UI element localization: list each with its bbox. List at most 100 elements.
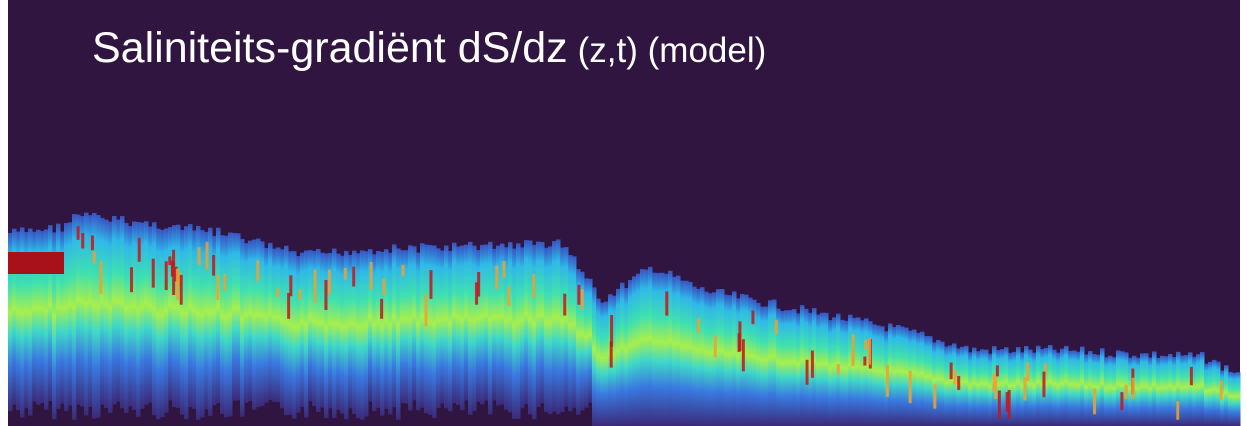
heatmap-column (736, 298, 741, 426)
heatmap-streak (806, 360, 809, 385)
heatmap-streak (697, 318, 700, 333)
heatmap-column (128, 226, 133, 406)
title-main: Saliniteits-gradiënt dS/dz (92, 24, 568, 72)
heatmap-column (300, 253, 305, 408)
heatmap-column (160, 230, 165, 417)
heatmap-streak (1132, 378, 1135, 399)
heatmap-column (864, 318, 869, 426)
heatmap-streak (1120, 392, 1123, 410)
heatmap-column (960, 347, 965, 426)
heatmap-streak (289, 275, 292, 296)
heatmap-column (936, 340, 941, 426)
heatmap-column (392, 244, 397, 407)
heatmap-column (176, 225, 181, 408)
heatmap-column (232, 233, 237, 401)
heatmap-streak (180, 275, 183, 305)
heatmap-column (184, 226, 189, 419)
heatmap-streak (324, 280, 327, 310)
heatmap-column (180, 230, 185, 415)
heatmap-streak (223, 274, 226, 291)
heatmap-column (680, 281, 685, 426)
heatmap-column (976, 351, 981, 426)
heatmap-streak (276, 289, 279, 298)
heatmap-column (284, 246, 289, 415)
heatmap-streak (665, 292, 668, 316)
heatmap-streak (495, 266, 498, 289)
heatmap-column (1184, 355, 1189, 426)
heatmap-column (68, 222, 73, 405)
heatmap-column (296, 256, 301, 413)
heatmap-column (380, 252, 385, 416)
heatmap-streak (352, 267, 355, 287)
heatmap-column (660, 273, 665, 426)
heatmap-column (728, 295, 733, 426)
heatmap-column (228, 232, 233, 416)
heatmap-column (900, 326, 905, 426)
heatmap-column (856, 317, 861, 426)
heatmap-column (536, 242, 541, 407)
heatmap-column (848, 315, 853, 426)
heatmap-streak (996, 365, 999, 376)
heatmap-column (972, 348, 977, 426)
heatmap-column (96, 215, 101, 418)
heatmap-column (624, 288, 629, 426)
heatmap-column (1036, 346, 1041, 426)
heatmap-streak (298, 289, 301, 300)
heatmap-column (684, 281, 689, 426)
heatmap-column (544, 248, 549, 413)
heatmap-streak (429, 270, 432, 299)
heatmap-column (852, 318, 857, 426)
heatmap-column (952, 343, 957, 426)
heatmap-column (472, 246, 477, 411)
title: Saliniteits-gradiënt dS/dz(z,t) (model) (92, 24, 766, 72)
heatmap-streak (198, 247, 201, 265)
heatmap-streak (344, 268, 347, 280)
heatmap-column (944, 346, 949, 426)
heatmap-column (1204, 364, 1209, 426)
heatmap-column (980, 349, 985, 426)
heatmap-column (520, 247, 525, 408)
heatmap-column (948, 345, 953, 426)
heatmap-streak (287, 293, 290, 319)
heatmap-streak (994, 377, 997, 399)
heatmap-column (144, 221, 149, 405)
heatmap-column (768, 300, 773, 426)
heatmap-column (440, 251, 445, 404)
heatmap-column (1168, 354, 1173, 426)
heatmap-streak (742, 339, 745, 371)
heatmap-column (712, 292, 717, 426)
heatmap-column (248, 241, 253, 401)
heatmap-column (792, 309, 797, 426)
heatmap-column (1028, 350, 1033, 426)
heatmap-column (1136, 358, 1141, 426)
heatmap-hotspot (8, 252, 64, 274)
heatmap-streak (152, 259, 155, 288)
heatmap-column (1120, 351, 1125, 426)
heatmap-column (192, 230, 197, 408)
heatmap-column (1088, 351, 1093, 426)
heatmap-column (84, 213, 89, 416)
heatmap-column (324, 253, 329, 418)
heatmap-column (968, 352, 973, 426)
heatmap-streak (886, 365, 889, 397)
heatmap-column (188, 224, 193, 407)
heatmap-column (444, 246, 449, 409)
heatmap-column (600, 303, 605, 426)
heatmap-column (132, 221, 137, 409)
heatmap-column (1068, 351, 1073, 426)
heatmap-streak (1026, 363, 1029, 381)
heatmap-column (672, 277, 677, 426)
heatmap-streak (957, 376, 960, 390)
heatmap-column (704, 292, 709, 426)
heatmap-column (1116, 350, 1121, 426)
heatmap-streak (863, 356, 866, 365)
heatmap-streak (953, 369, 956, 384)
heatmap-column (332, 249, 337, 418)
heatmap-column (904, 328, 909, 426)
heatmap-column (532, 245, 537, 419)
heatmap-column (604, 302, 609, 426)
heatmap-column (1160, 356, 1165, 426)
heatmap-streak (738, 321, 741, 351)
heatmap-column (924, 336, 929, 426)
heatmap-column (1108, 356, 1113, 426)
